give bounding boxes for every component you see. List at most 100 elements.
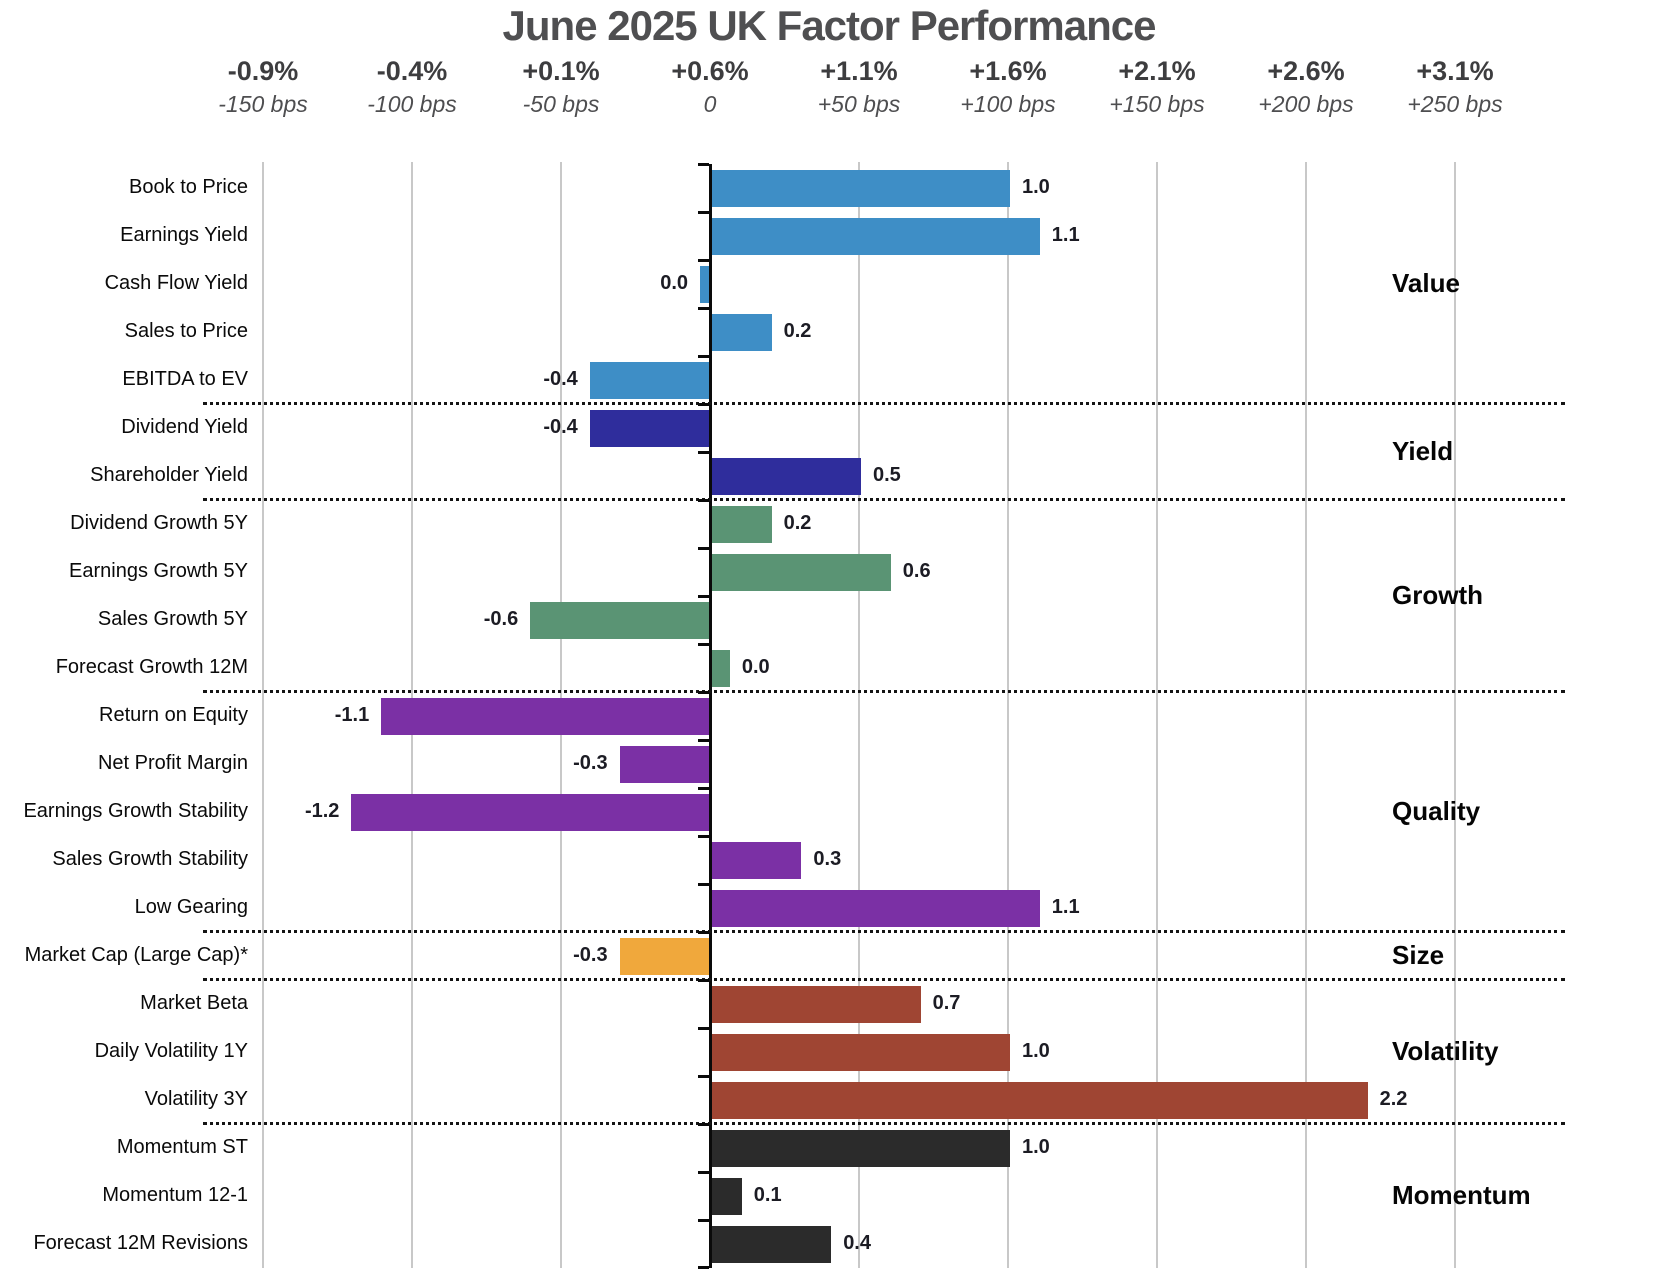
factor-label-market-cap-large-cap: Market Cap (Large Cap)* <box>24 944 248 966</box>
axis-tick-label: +1.1% +50 bps <box>818 54 901 120</box>
group-label-value: Value <box>1392 268 1460 298</box>
factor-label-net-profit-margin: Net Profit Margin <box>97 752 248 774</box>
value-label-market-cap-large-cap: -0.3 <box>573 944 608 966</box>
factor-label-momentum-st: Momentum ST <box>116 1136 248 1158</box>
factor-label-shareholder-yield: Shareholder Yield <box>90 464 248 486</box>
bar-dividend-yield <box>589 410 709 447</box>
axis-tick-pct: +0.1% <box>522 56 600 86</box>
axis-tick-label: +0.6% 0 <box>671 54 748 120</box>
value-label-shareholder-yield: 0.5 <box>873 464 901 486</box>
group-label-quality: Quality <box>1392 796 1481 826</box>
group-separator <box>203 690 1565 693</box>
bar-book-to-price <box>712 170 1010 207</box>
axis-tick-mark <box>698 163 709 166</box>
factor-label-volatility-3y: Volatility 3Y <box>144 1088 248 1110</box>
axis-tick-label: -0.4% -100 bps <box>367 54 457 120</box>
axis-tick-mark <box>698 595 709 598</box>
bar-sales-growth-5y <box>530 602 709 639</box>
axis-tick-mark <box>698 355 709 358</box>
axis-tick-mark <box>698 451 709 454</box>
value-label-momentum-st: 1.0 <box>1022 1136 1050 1158</box>
factor-label-market-beta: Market Beta <box>140 992 248 1014</box>
value-label-cash-flow-yield: 0.0 <box>660 272 689 294</box>
axis-tick-mark <box>698 931 709 934</box>
value-label-earnings-growth-stability: -1.2 <box>304 800 340 822</box>
value-label-dividend-growth-5y: 0.2 <box>783 512 812 534</box>
axis-tick-label: +0.1% -50 bps <box>522 54 599 120</box>
axis-tick-bps: -100 bps <box>367 91 457 117</box>
axis-tick-bps: -150 bps <box>218 91 308 117</box>
gridline <box>1454 162 1456 1268</box>
axis-tick-mark <box>698 547 709 550</box>
axis-tick-bps: -50 bps <box>522 91 600 117</box>
value-label-momentum-12-1: 0.1 <box>753 1184 782 1206</box>
bar-daily-volatility-1y <box>712 1034 1010 1071</box>
group-label-yield: Yield <box>1392 436 1454 466</box>
value-label-market-beta: 0.7 <box>932 992 961 1014</box>
group-label-size: Size <box>1392 940 1445 970</box>
axis-tick-label: +2.6% +200 bps <box>1258 54 1353 120</box>
axis-tick-pct: +1.1% <box>820 56 898 86</box>
bar-forecast-growth-12m <box>712 650 730 687</box>
axis-tick-label: +1.6% +100 bps <box>960 54 1055 120</box>
axis-tick-mark <box>698 1075 709 1078</box>
bar-dividend-growth-5y <box>712 506 772 543</box>
value-label-sales-growth-stability: 0.3 <box>813 848 842 870</box>
value-label-sales-to-price: 0.2 <box>783 320 812 342</box>
value-label-book-to-price: 1.0 <box>1022 176 1050 198</box>
axis-tick-pct: -0.9% <box>227 56 299 86</box>
factor-label-cash-flow-yield: Cash Flow Yield <box>104 272 248 294</box>
factor-label-momentum-12-1: Momentum 12-1 <box>102 1184 248 1206</box>
value-label-forecast-12m-revisions: 0.4 <box>843 1232 871 1254</box>
factor-label-earnings-yield: Earnings Yield <box>120 224 248 246</box>
value-label-forecast-growth-12m: 0.0 <box>741 656 770 678</box>
zero-axis-line <box>709 164 712 1268</box>
axis-tick-label: -0.9% -150 bps <box>218 54 308 120</box>
factor-label-daily-volatility-1y: Daily Volatility 1Y <box>94 1040 248 1062</box>
axis-tick-mark <box>698 1171 709 1174</box>
group-separator <box>203 402 1565 405</box>
factor-label-return-on-equity: Return on Equity <box>99 704 248 726</box>
gridline <box>262 162 264 1268</box>
factor-label-dividend-yield: Dividend Yield <box>121 416 248 438</box>
axis-tick-bps: +50 bps <box>817 91 901 117</box>
value-label-return-on-equity: -1.1 <box>334 704 370 726</box>
factor-label-sales-growth-stability: Sales Growth Stability <box>52 848 248 870</box>
value-label-net-profit-margin: -0.3 <box>573 752 608 774</box>
bar-momentum-st <box>712 1130 1010 1167</box>
value-label-daily-volatility-1y: 1.0 <box>1022 1040 1050 1062</box>
axis-tick-mark <box>698 787 709 790</box>
bar-earnings-yield <box>712 218 1040 255</box>
axis-tick-label: +2.1% +150 bps <box>1109 54 1204 120</box>
axis-tick-bps: +200 bps <box>1258 91 1354 117</box>
axis-tick-label: +3.1% +250 bps <box>1407 54 1502 120</box>
axis-tick-mark <box>698 835 709 838</box>
axis-tick-pct: +1.6% <box>969 56 1047 86</box>
axis-tick-mark <box>698 739 709 742</box>
chart-title: June 2025 UK Factor Performance <box>502 2 1157 49</box>
value-label-earnings-growth-5y: 0.6 <box>902 560 931 582</box>
axis-tick-mark <box>698 883 709 886</box>
axis-tick-mark <box>698 643 709 646</box>
bar-momentum-12-1 <box>712 1178 742 1215</box>
bar-forecast-12m-revisions <box>712 1226 832 1263</box>
factor-label-dividend-growth-5y: Dividend Growth 5Y <box>70 512 248 534</box>
axis-tick-mark <box>698 499 709 502</box>
factor-label-earnings-growth-5y: Earnings Growth 5Y <box>69 560 248 582</box>
axis-tick-mark <box>698 1123 709 1126</box>
group-label-growth: Growth <box>1392 580 1483 610</box>
bar-earnings-growth-5y <box>712 554 891 591</box>
bar-sales-growth-stability <box>712 842 802 879</box>
value-label-ebitda-to-ev: -0.4 <box>543 368 578 390</box>
group-label-momentum: Momentum <box>1392 1180 1531 1210</box>
group-separator <box>203 498 1565 501</box>
axis-tick-pct: +3.1% <box>1416 56 1494 86</box>
value-label-sales-growth-5y: -0.6 <box>483 608 519 630</box>
axis-tick-bps: +150 bps <box>1109 91 1205 117</box>
axis-tick-mark <box>698 259 709 262</box>
bar-shareholder-yield <box>712 458 861 495</box>
bar-sales-to-price <box>712 314 772 351</box>
bar-market-beta <box>712 986 921 1023</box>
axis-tick-mark <box>698 979 709 982</box>
